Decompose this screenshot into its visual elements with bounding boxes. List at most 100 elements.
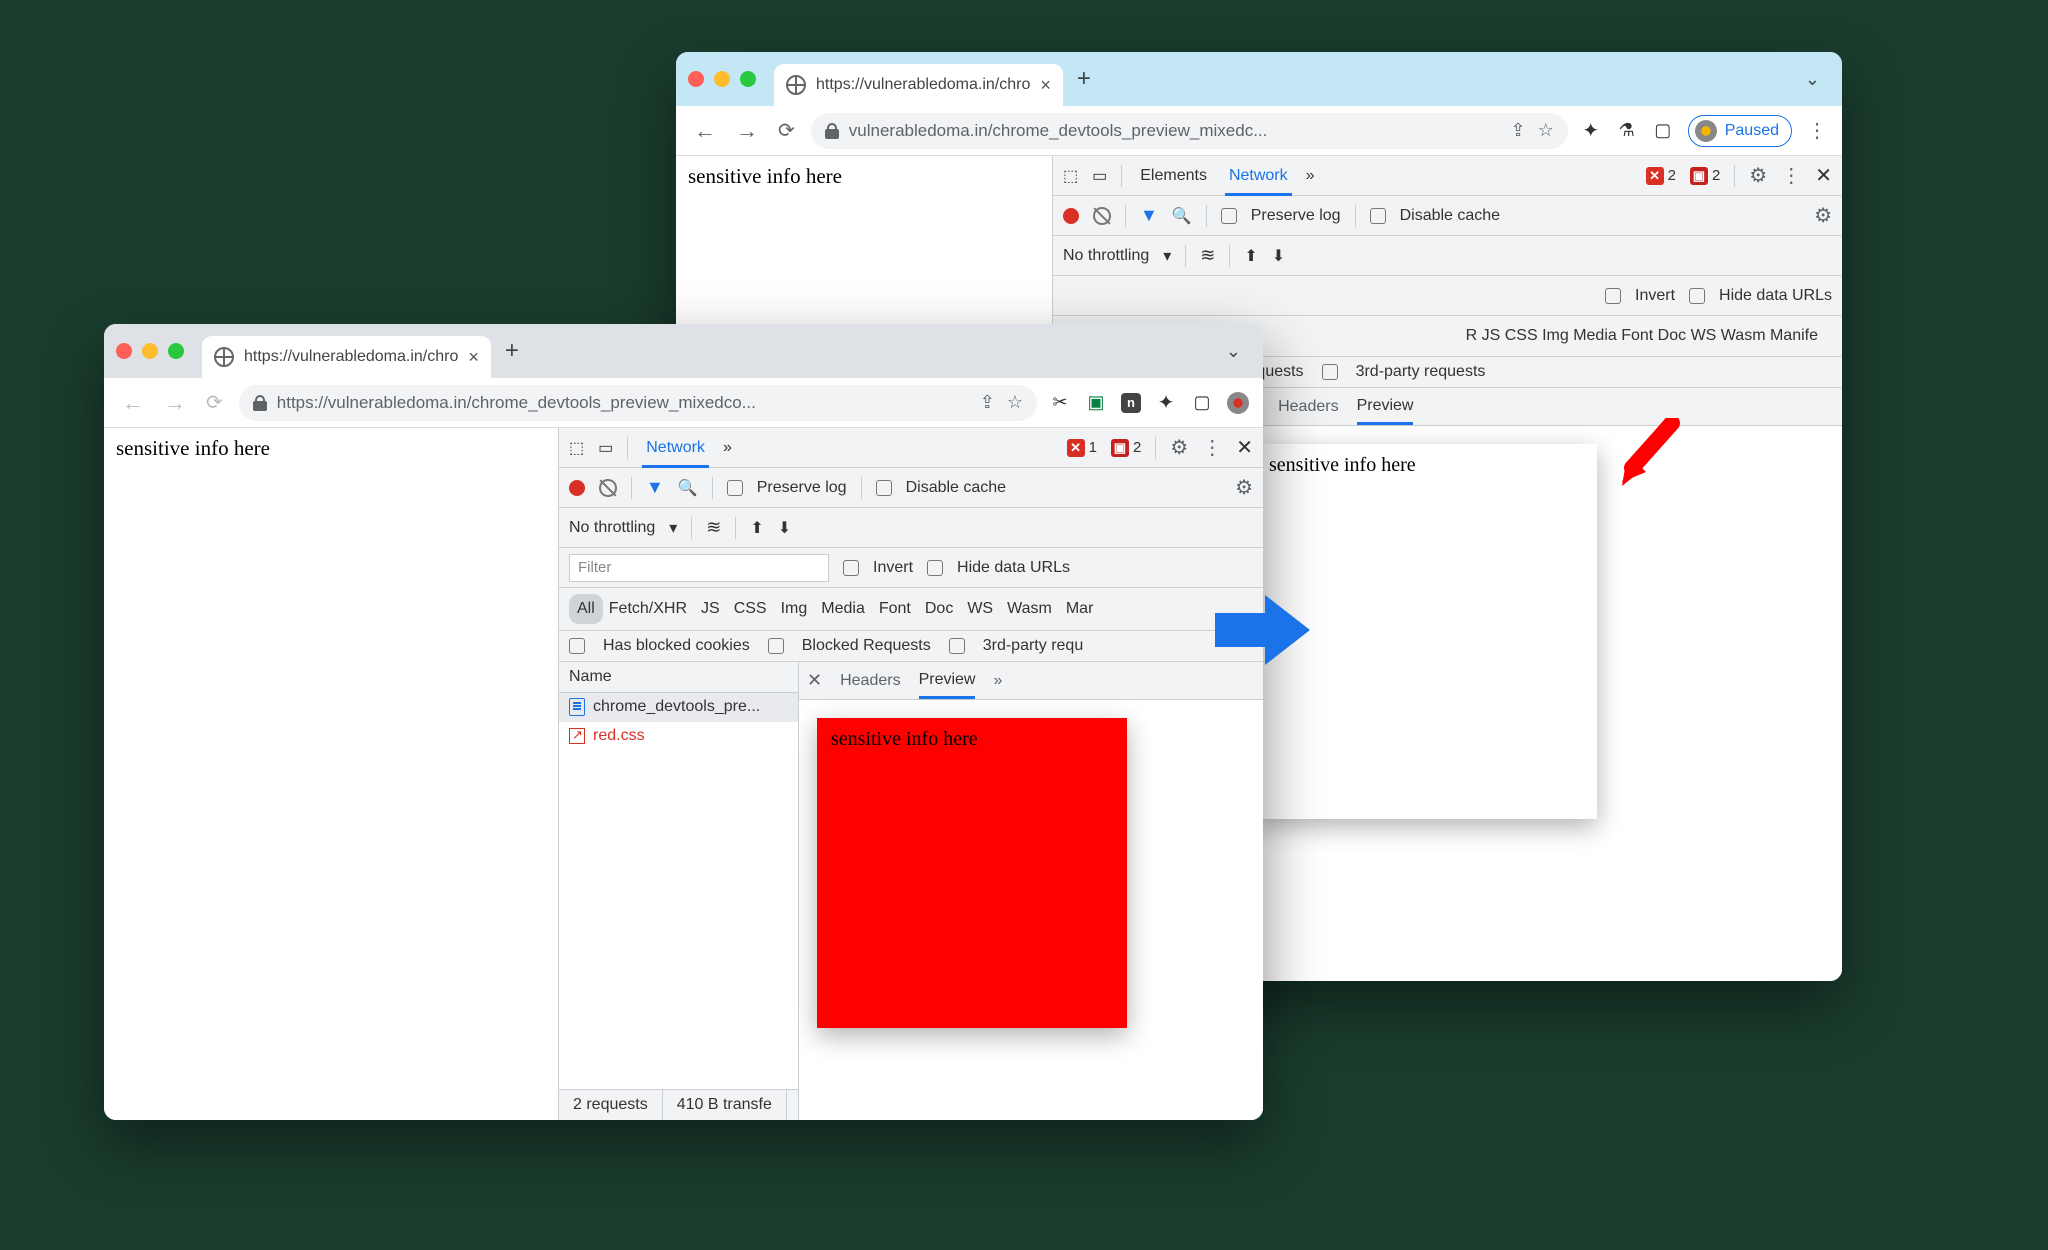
scissors-icon[interactable]: ✂ — [1049, 392, 1071, 414]
zoom-icon[interactable] — [740, 71, 756, 87]
filter-manifest[interactable]: Mar — [1066, 595, 1094, 623]
upload-icon[interactable]: ⬆ — [1244, 246, 1257, 266]
filter-input[interactable]: Filter — [569, 554, 829, 582]
new-tab-button[interactable]: + — [497, 336, 527, 366]
extensions-icon[interactable]: ✦ — [1155, 392, 1177, 414]
devtools-menu-icon[interactable]: ⋮ — [1781, 163, 1801, 188]
filter-wasm[interactable]: Wasm — [1007, 595, 1052, 623]
settings-icon[interactable]: ⚙ — [1170, 435, 1188, 460]
device-icon[interactable]: ▭ — [1092, 166, 1107, 186]
issue-count[interactable]: ▣2 — [1111, 439, 1141, 457]
more-tabs-icon[interactable]: » — [1306, 167, 1315, 185]
close-tab-icon[interactable]: × — [468, 347, 479, 368]
reload-button[interactable]: ⟳ — [774, 114, 799, 147]
profile-paused-chip[interactable]: Paused — [1688, 115, 1792, 147]
star-icon[interactable]: ☆ — [1538, 120, 1554, 141]
network-settings-icon[interactable]: ⚙ — [1814, 203, 1832, 228]
address-bar[interactable]: https://vulnerabledoma.in/chrome_devtool… — [239, 385, 1037, 421]
inspect-icon[interactable]: ⬚ — [1063, 166, 1078, 186]
menu-button[interactable]: ⋮ — [1806, 120, 1828, 142]
error-count[interactable]: ✕2 — [1646, 167, 1676, 185]
zoom-icon[interactable] — [168, 343, 184, 359]
device-icon[interactable]: ▭ — [598, 438, 613, 458]
extension-icon[interactable]: ▣ — [1085, 392, 1107, 414]
issue-count[interactable]: ▣2 — [1690, 167, 1720, 185]
tab-network[interactable]: Network — [1225, 167, 1292, 196]
throttle-select[interactable]: No throttling — [1063, 247, 1149, 265]
hide-urls-checkbox[interactable] — [927, 560, 943, 576]
search-icon[interactable]: 🔍 — [678, 478, 698, 498]
invert-checkbox[interactable] — [843, 560, 859, 576]
upload-icon[interactable]: ⬆ — [750, 518, 763, 538]
preserve-log-checkbox[interactable] — [1221, 208, 1237, 224]
dropdown-icon[interactable]: ▾ — [669, 518, 677, 538]
request-item[interactable]: chrome_devtools_pre... — [559, 693, 798, 722]
filter-img[interactable]: Img — [781, 595, 808, 623]
hide-urls-checkbox[interactable] — [1689, 288, 1705, 304]
tab-headers[interactable]: Headers — [1278, 398, 1338, 416]
record-button[interactable] — [1063, 208, 1079, 224]
devtools-menu-icon[interactable]: ⋮ — [1202, 435, 1222, 460]
flask-icon[interactable]: ⚗ — [1616, 120, 1638, 142]
name-column-header[interactable]: Name — [559, 662, 798, 693]
star-icon[interactable]: ☆ — [1007, 392, 1023, 413]
wifi-icon[interactable]: ≋ — [706, 517, 721, 538]
blocked-cookies-checkbox[interactable] — [569, 638, 585, 654]
tab-preview[interactable]: Preview — [1357, 397, 1414, 425]
filter-js[interactable]: JS — [701, 595, 720, 623]
tab-preview[interactable]: Preview — [919, 671, 976, 699]
error-count[interactable]: ✕1 — [1067, 439, 1097, 457]
filter-font[interactable]: Font — [879, 595, 911, 623]
close-icon[interactable] — [116, 343, 132, 359]
avatar-icon[interactable] — [1227, 392, 1249, 414]
window-icon[interactable]: ▢ — [1652, 120, 1674, 142]
preserve-log-checkbox[interactable] — [727, 480, 743, 496]
third-party-checkbox[interactable] — [1322, 364, 1338, 380]
third-party-checkbox[interactable] — [949, 638, 965, 654]
back-button[interactable]: ← — [690, 114, 720, 148]
address-bar[interactable]: vulnerabledoma.in/chrome_devtools_previe… — [811, 113, 1568, 149]
extensions-icon[interactable]: ✦ — [1580, 120, 1602, 142]
more-preview-tabs-icon[interactable]: » — [993, 672, 1002, 690]
disable-cache-checkbox[interactable] — [1370, 208, 1386, 224]
more-tabs-icon[interactable]: » — [723, 439, 732, 457]
share-icon[interactable]: ⇪ — [980, 392, 995, 413]
minimize-icon[interactable] — [142, 343, 158, 359]
forward-button[interactable]: → — [732, 114, 762, 148]
share-icon[interactable]: ⇪ — [1511, 120, 1526, 141]
minimize-icon[interactable] — [714, 71, 730, 87]
filter-icon[interactable]: ▼ — [1140, 205, 1158, 226]
type-filters-partial[interactable]: R JS CSS Img Media Font Doc WS Wasm Mani… — [1466, 322, 1818, 350]
filter-css[interactable]: CSS — [734, 595, 767, 623]
disable-cache-checkbox[interactable] — [876, 480, 892, 496]
close-tab-icon[interactable]: × — [1040, 75, 1051, 96]
close-icon[interactable] — [688, 71, 704, 87]
browser-tab[interactable]: https://vulnerabledoma.in/chro × — [202, 336, 491, 378]
close-devtools-icon[interactable]: ✕ — [1236, 435, 1253, 460]
new-tab-button[interactable]: + — [1069, 64, 1099, 94]
filter-all[interactable]: All — [569, 594, 603, 624]
reload-button[interactable]: ⟳ — [202, 386, 227, 419]
tabs-menu-icon[interactable]: ⌄ — [1795, 63, 1830, 96]
clear-button[interactable] — [599, 479, 617, 497]
notion-icon[interactable]: n — [1121, 393, 1141, 413]
dropdown-icon[interactable]: ▾ — [1163, 246, 1171, 266]
search-icon[interactable]: 🔍 — [1172, 206, 1192, 226]
filter-fetchxhr[interactable]: Fetch/XHR — [609, 595, 687, 623]
download-icon[interactable]: ⬇ — [778, 518, 791, 538]
blocked-requests-checkbox[interactable] — [768, 638, 784, 654]
wifi-icon[interactable]: ≋ — [1200, 245, 1215, 266]
browser-tab[interactable]: https://vulnerabledoma.in/chro × — [774, 64, 1063, 106]
request-item-error[interactable]: red.css — [559, 722, 798, 751]
back-button[interactable]: ← — [118, 386, 148, 420]
settings-icon[interactable]: ⚙ — [1749, 163, 1767, 188]
filter-doc[interactable]: Doc — [925, 595, 953, 623]
filter-ws[interactable]: WS — [967, 595, 993, 623]
clear-button[interactable] — [1093, 207, 1111, 225]
window-icon[interactable]: ▢ — [1191, 392, 1213, 414]
network-settings-icon[interactable]: ⚙ — [1235, 475, 1253, 500]
inspect-icon[interactable]: ⬚ — [569, 438, 584, 458]
filter-media[interactable]: Media — [821, 595, 865, 623]
filter-icon[interactable]: ▼ — [646, 477, 664, 498]
tab-headers[interactable]: Headers — [840, 672, 900, 690]
